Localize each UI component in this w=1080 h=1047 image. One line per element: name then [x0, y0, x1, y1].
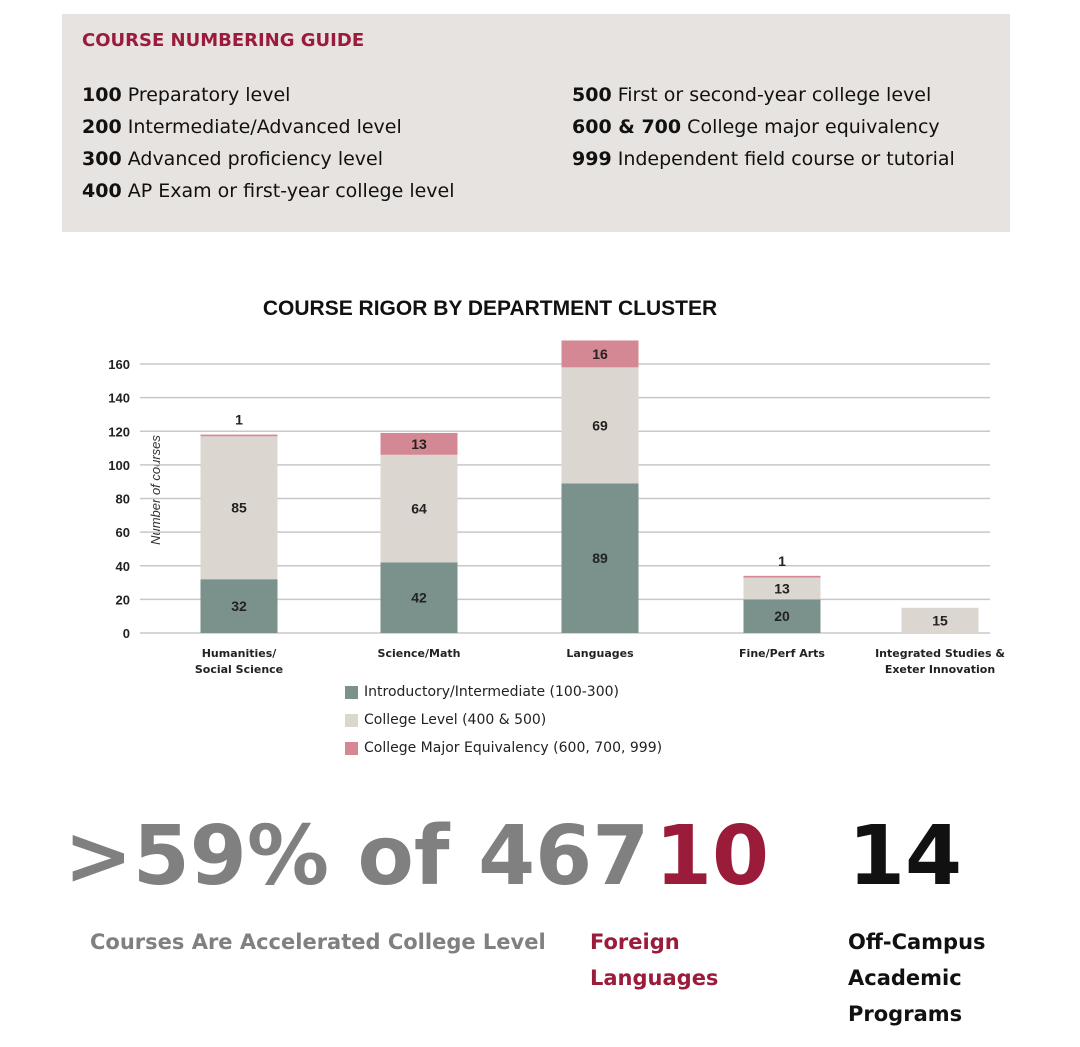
chart: COURSE RIGOR BY DEPARTMENT CLUSTER Numbe…: [108, 297, 990, 641]
guide-code: 999: [572, 148, 612, 170]
stat-value: >59% of 467: [64, 809, 650, 904]
data-label: 20: [774, 608, 790, 624]
stat-value: 14: [848, 809, 963, 904]
legend-label: College Major Equivalency (600, 700, 999…: [364, 740, 663, 756]
guide-text: AP Exam or first-year college level: [127, 180, 455, 202]
bar-segment: [200, 434, 278, 437]
bar-segment: [743, 577, 821, 600]
y-tick-label: 140: [108, 391, 130, 406]
bar-segment: [743, 599, 821, 633]
chart-title: COURSE RIGOR BY DEPARTMENT CLUSTER: [263, 297, 717, 320]
stat-label: Foreign Languages: [590, 930, 719, 990]
y-tick-label: 120: [108, 424, 130, 439]
guide-code: 100: [82, 84, 122, 106]
stat-value: 10: [655, 809, 770, 904]
guide-code: 400: [82, 180, 122, 202]
y-tick-label: 40: [116, 559, 130, 574]
data-label: 85: [231, 500, 247, 516]
y-axis-label: Number of courses: [148, 435, 163, 545]
bar-segment: [561, 340, 639, 368]
bar-segment: [561, 367, 639, 484]
guide-text: First or second-year college level: [617, 84, 932, 106]
bar-segment: [561, 483, 639, 633]
legend-swatch: [345, 686, 358, 699]
data-label: 32: [231, 598, 247, 614]
data-label: 13: [774, 580, 790, 596]
bar-segment: [380, 432, 458, 455]
data-label: 42: [411, 590, 427, 606]
data-label: 69: [592, 417, 608, 433]
guide-item: 500 First or second-year college level: [572, 84, 931, 106]
guide-text: Preparatory level: [127, 84, 291, 106]
guide-text: Advanced proficiency level: [127, 148, 384, 170]
data-label: 89: [592, 550, 608, 566]
guide-text: Intermediate/Advanced level: [127, 116, 402, 138]
bar-segment: [200, 436, 278, 580]
legend-label: College Level (400 & 500): [364, 712, 547, 728]
y-tick-label: 0: [123, 626, 130, 641]
guide-item: 300 Advanced proficiency level: [82, 148, 383, 170]
x-tick-label: Humanities/ Social Science: [194, 647, 284, 676]
bar-segment: [743, 575, 821, 578]
guide-item: 200 Intermediate/Advanced level: [82, 116, 402, 138]
guide-title: COURSE NUMBERING GUIDE: [82, 30, 365, 51]
guide-code: 500: [572, 84, 612, 106]
y-tick-label: 20: [116, 592, 130, 607]
y-tick-label: 60: [116, 525, 130, 540]
x-tick-label: Languages: [566, 647, 634, 660]
data-label: 64: [411, 501, 427, 517]
x-tick-label: Fine/Perf Arts: [739, 647, 825, 660]
bar-segment: [901, 607, 979, 633]
guide-code: 200: [82, 116, 122, 138]
legend-swatch: [345, 714, 358, 727]
guide-code: 300: [82, 148, 122, 170]
bar-segment: [200, 579, 278, 633]
legend-swatch: [345, 742, 358, 755]
y-tick-label: 100: [108, 458, 130, 473]
x-tick-label: Science/Math: [377, 647, 461, 660]
data-label: 15: [932, 612, 948, 628]
guide-item: 100 Preparatory level: [82, 84, 290, 106]
guide-code: 600 & 700: [572, 116, 682, 138]
bar-segment: [380, 562, 458, 633]
data-label: 1: [235, 412, 243, 428]
x-tick-label: Integrated Studies & Exeter Innovation: [875, 647, 1005, 676]
guide-item: 400 AP Exam or first-year college level: [82, 180, 455, 202]
numbering-guide: COURSE NUMBERING GUIDE 100 Preparatory l…: [62, 14, 1010, 232]
data-label: 16: [592, 346, 608, 362]
stat-label: Off-Campus Academic Programs: [848, 930, 986, 1026]
guide-item: 999 Independent field course or tutorial: [572, 148, 955, 170]
guide-item: 600 & 700 College major equivalency: [572, 116, 940, 138]
guide-text: Independent field course or tutorial: [617, 148, 955, 170]
y-tick-label: 80: [116, 492, 130, 507]
guide-text: College major equivalency: [687, 116, 940, 138]
y-tick-label: 160: [108, 357, 130, 372]
data-label: 13: [411, 436, 427, 452]
data-label: 1: [778, 553, 786, 569]
bar-segment: [380, 454, 458, 563]
stat-label: Courses Are Accelerated College Level: [90, 930, 546, 954]
legend-label: Introductory/Intermediate (100-300): [364, 684, 619, 700]
